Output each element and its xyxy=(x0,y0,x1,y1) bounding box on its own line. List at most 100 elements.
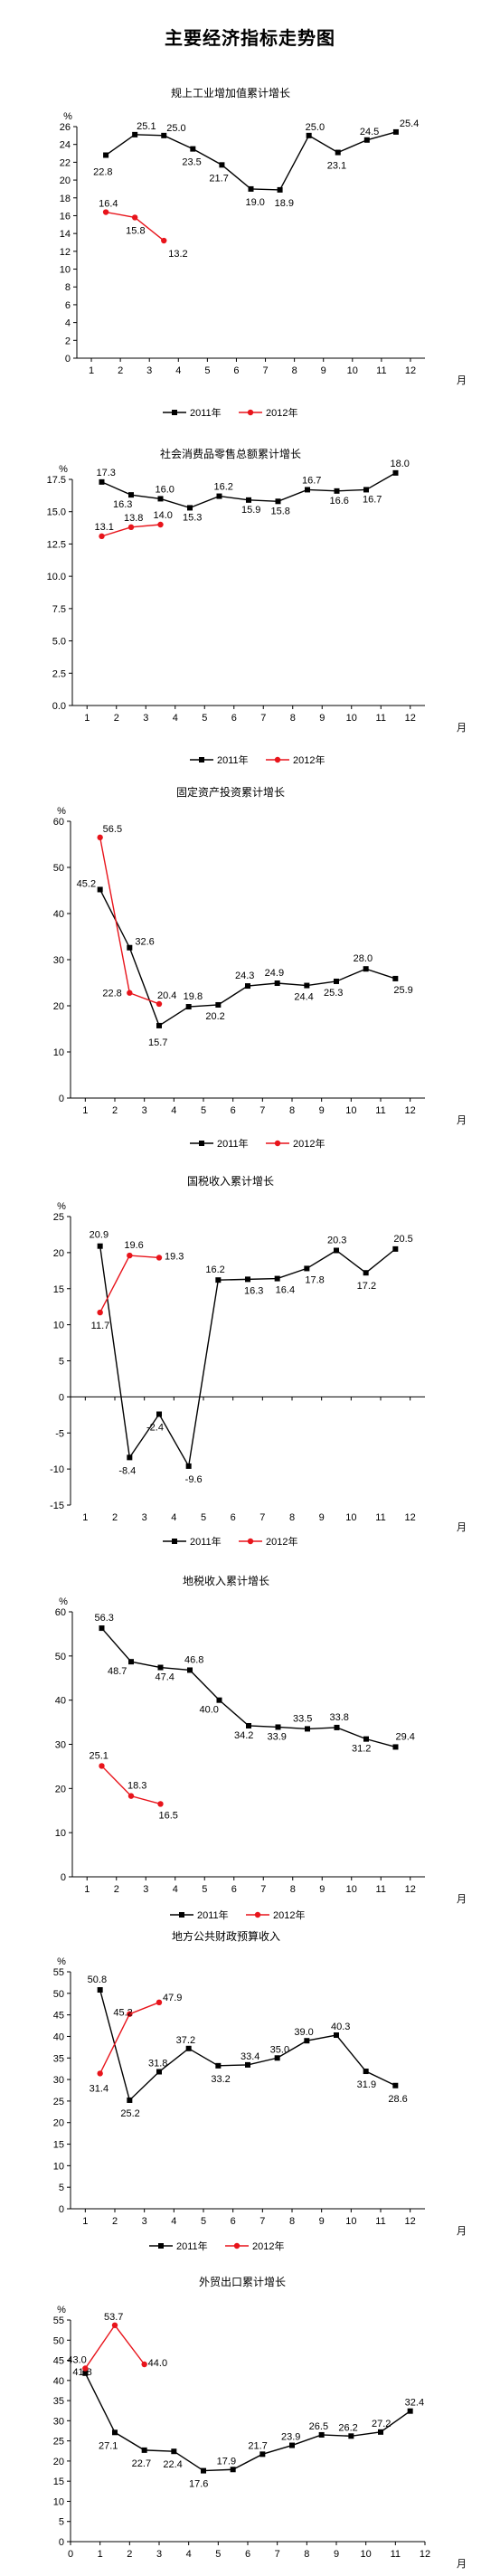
x-tick-label: 1 xyxy=(82,1512,88,1523)
legend-marker xyxy=(158,2243,164,2249)
y-tick-label: 2 xyxy=(65,336,71,346)
data-label: 16.5 xyxy=(159,1810,178,1821)
data-label: 25.3 xyxy=(324,988,343,999)
y-tick-label: 50 xyxy=(55,1652,66,1662)
series-line xyxy=(84,2372,411,2472)
data-label: 53.7 xyxy=(104,2312,123,2323)
data-point xyxy=(156,1255,163,1261)
x-axis-label: 月 xyxy=(457,1894,467,1905)
y-tick-label: 60 xyxy=(53,817,64,828)
x-tick-label: 2 xyxy=(114,713,119,724)
x-tick-label: 6 xyxy=(245,2549,250,2560)
x-tick-label: 11 xyxy=(376,1884,386,1895)
y-tick-label: 14 xyxy=(60,229,71,240)
data-label: 33.9 xyxy=(268,1731,287,1742)
x-tick-label: 5 xyxy=(201,1512,206,1523)
series-line xyxy=(99,1255,160,1313)
y-tick-label: 0 xyxy=(61,1872,66,1883)
data-label: 29.4 xyxy=(396,1731,415,1742)
x-tick-label: 3 xyxy=(146,365,152,376)
x-tick-label: 4 xyxy=(173,713,178,724)
data-point xyxy=(392,1245,399,1252)
x-tick-label: 6 xyxy=(231,2216,236,2227)
data-point xyxy=(274,1275,280,1282)
data-label: 17.6 xyxy=(189,2479,208,2490)
data-point xyxy=(127,1793,135,1799)
x-tick-label: 6 xyxy=(233,365,239,376)
data-label: -9.6 xyxy=(185,1474,203,1485)
x-tick-label: 6 xyxy=(231,1105,236,1116)
y-tick-label: 15 xyxy=(53,1284,64,1295)
y-tick-label: 15 xyxy=(53,2140,64,2151)
data-label: 25.2 xyxy=(120,2108,139,2119)
data-point xyxy=(392,975,399,981)
x-tick-label: 11 xyxy=(375,2216,385,2227)
y-tick-label: 5.0 xyxy=(52,637,66,648)
x-tick-label: 12 xyxy=(405,2216,416,2227)
data-point xyxy=(127,990,133,996)
data-label: 50.8 xyxy=(88,1975,107,1985)
data-label: -8.4 xyxy=(118,1465,136,1476)
legend-label: 2012年 xyxy=(293,1137,325,1150)
y-tick-label: 45 xyxy=(53,2356,64,2367)
data-label: 26.2 xyxy=(338,2422,357,2433)
y-axis-label: % xyxy=(57,1956,66,1967)
data-label: 15.9 xyxy=(241,505,260,516)
data-label: 31.4 xyxy=(90,2083,108,2094)
data-label: 28.6 xyxy=(388,2094,407,2105)
chart-2: 社会消费品零售总额累计增长 0.0 2.5 5.0 7.5 10.0 12.5 15.0 17.… xyxy=(47,447,467,766)
y-tick-label: -10 xyxy=(50,1464,64,1475)
data-label: 47.4 xyxy=(156,1672,175,1683)
x-tick-label: 4 xyxy=(175,365,181,376)
data-point xyxy=(334,488,340,494)
data-label: 16.4 xyxy=(99,199,118,210)
x-tick-label: 12 xyxy=(405,713,416,724)
data-label: 13.8 xyxy=(124,513,143,524)
x-tick-label: 7 xyxy=(260,713,266,724)
x-tick-label: 9 xyxy=(319,2216,325,2227)
data-label: 16.0 xyxy=(156,484,175,495)
x-tick-label: 5 xyxy=(202,713,207,724)
data-point xyxy=(363,2069,369,2075)
y-tick-label: 16 xyxy=(60,211,71,222)
legend-marker xyxy=(199,1141,204,1146)
x-tick-label: 1 xyxy=(98,2549,103,2560)
y-tick-label: 40 xyxy=(53,2031,64,2042)
y-tick-label: 55 xyxy=(53,2316,64,2326)
x-tick-label: 4 xyxy=(171,1512,176,1523)
data-point xyxy=(334,1247,339,1254)
page-title: 主要经济指标走势图 xyxy=(165,29,335,49)
y-tick-label: 10 xyxy=(53,1047,64,1058)
data-label: 23.9 xyxy=(281,2432,300,2443)
data-point xyxy=(187,1667,193,1673)
data-label: 16.4 xyxy=(276,1285,295,1296)
data-label: 19.0 xyxy=(246,197,265,208)
data-label: 32.4 xyxy=(405,2398,424,2409)
x-tick-label: 4 xyxy=(171,2216,176,2227)
legend-marker xyxy=(254,1911,261,1918)
data-point xyxy=(245,2061,250,2068)
x-tick-label: 1 xyxy=(84,713,90,724)
data-label: 56.3 xyxy=(95,1613,114,1624)
y-tick-label: 5 xyxy=(59,2183,64,2193)
x-tick-label: 10 xyxy=(347,365,358,376)
legend-marker xyxy=(233,2242,241,2249)
data-label: 45.2 xyxy=(77,878,96,889)
x-tick-label: 7 xyxy=(260,1884,266,1895)
data-point xyxy=(275,498,281,505)
x-tick-label: 11 xyxy=(375,1105,385,1116)
y-axis-label: % xyxy=(57,2305,66,2316)
y-tick-label: 0.0 xyxy=(52,701,66,712)
data-label: 25.0 xyxy=(166,123,185,134)
x-tick-label: 3 xyxy=(142,1512,147,1523)
x-tick-label: 12 xyxy=(405,1512,416,1523)
x-tick-label: 4 xyxy=(186,2549,192,2560)
data-point xyxy=(304,982,310,989)
y-tick-label: 50 xyxy=(53,2335,64,2346)
data-point xyxy=(392,128,399,135)
data-point xyxy=(156,1000,163,1008)
data-label: 23.5 xyxy=(182,157,201,168)
data-label: 19.3 xyxy=(165,1251,184,1262)
x-tick-label: 2 xyxy=(114,1884,119,1895)
x-tick-label: 12 xyxy=(405,1105,416,1116)
